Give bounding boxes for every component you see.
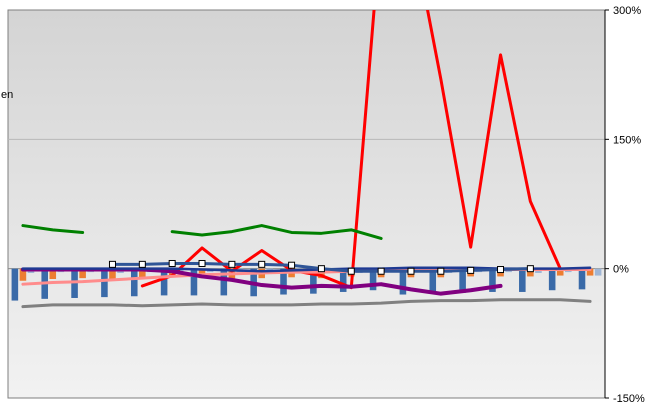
y-tick-label: 0% — [613, 264, 629, 276]
bar — [79, 268, 86, 279]
bar — [139, 268, 146, 279]
series-marker — [168, 259, 176, 267]
bar — [280, 268, 287, 295]
y-axis: -150% 0% 150% 300% — [604, 5, 645, 405]
series-markers — [108, 259, 534, 275]
bar — [11, 268, 19, 301]
series-marker — [377, 267, 385, 275]
series-marker — [198, 259, 206, 267]
bar — [19, 268, 27, 281]
truncated-axis-label: en — [1, 89, 13, 101]
y-tick-label: 300% — [613, 5, 641, 17]
series-marker — [288, 261, 296, 269]
series-line — [21, 298, 592, 309]
plot-background — [7, 9, 606, 399]
series-line — [170, 224, 383, 240]
bar — [586, 268, 594, 276]
series-marker — [228, 260, 236, 268]
series-marker — [437, 267, 445, 275]
series-marker — [526, 265, 534, 273]
bar — [369, 268, 377, 291]
series-marker — [258, 260, 266, 268]
bar — [459, 268, 466, 293]
bar — [310, 268, 317, 294]
bar — [519, 268, 526, 292]
bar — [578, 268, 586, 290]
series-marker — [407, 267, 415, 275]
series-marker — [347, 267, 355, 275]
bar — [101, 268, 108, 298]
series-marker — [108, 260, 116, 268]
bar — [160, 268, 168, 296]
bar — [527, 268, 534, 277]
series-marker — [467, 266, 475, 274]
bar — [548, 268, 556, 291]
series-marker — [497, 266, 505, 274]
series-marker — [317, 265, 325, 273]
bar — [489, 268, 496, 292]
bar — [109, 268, 116, 280]
bar — [339, 268, 347, 292]
bar — [130, 268, 138, 297]
bar — [594, 268, 602, 276]
series-line — [21, 224, 85, 234]
series-marker — [138, 260, 146, 268]
bar — [190, 268, 198, 296]
bar — [49, 268, 57, 280]
y-tick-label: -150% — [613, 393, 645, 405]
bar — [556, 268, 564, 276]
y-tick-label: 150% — [613, 134, 641, 146]
bar — [220, 268, 228, 296]
bar — [429, 268, 437, 294]
bar — [399, 268, 407, 295]
